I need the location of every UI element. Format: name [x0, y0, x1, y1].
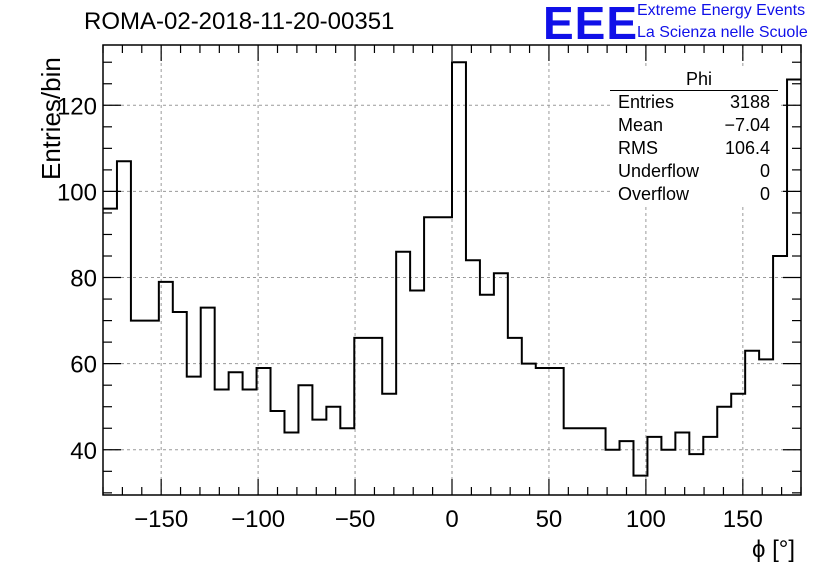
stats-value: −7.04 — [724, 115, 770, 135]
y-axis-title: Entries/bin — [36, 57, 66, 180]
histogram-outline — [103, 61, 801, 477]
x-tick-label: 100 — [626, 506, 666, 533]
chart-title: ROMA-02-2018-11-20-00351 — [84, 8, 395, 35]
stats-label: Entries — [618, 92, 675, 112]
stats-label: Mean — [618, 115, 664, 135]
logo-caption-line2: La Scienza nelle Scuole — [637, 24, 808, 41]
x-tick-label: 0 — [445, 506, 458, 533]
stats-value: 0 — [759, 161, 770, 181]
y-tick-label: 120 — [57, 93, 97, 120]
axis-layer: −150 −100 −50 0 50 100 150 40 60 80 100 120 — [57, 44, 802, 533]
stats-label: Underflow — [618, 161, 700, 181]
eee-logo: EEE — [543, 0, 639, 49]
stats-row-rms: RMS 106.4 — [610, 137, 778, 160]
x-tick-label: 50 — [536, 506, 563, 533]
x-tick-label: 150 — [723, 506, 763, 533]
stats-value: 0 — [759, 184, 770, 204]
stats-box: Phi Entries 3188 Mean −7.04 RMS 106.4 Un… — [610, 68, 778, 206]
x-tick-label: −150 — [134, 506, 188, 533]
stats-value: 3188 — [729, 92, 770, 112]
stats-row-mean: Mean −7.04 — [610, 114, 778, 137]
y-axis-title-wrap: Entries/bin — [2, 57, 66, 190]
stats-row-entries: Entries 3188 — [610, 91, 778, 114]
stats-label: Overflow — [618, 184, 690, 204]
x-axis-title: ϕ [°] — [752, 536, 796, 563]
stats-label: RMS — [618, 138, 658, 158]
x-tick-label: −50 — [335, 506, 376, 533]
stats-row-overflow: Overflow 0 — [610, 183, 778, 206]
stats-value: 106.4 — [724, 138, 770, 158]
y-tick-label: 40 — [70, 438, 97, 465]
y-tick-label: 100 — [57, 179, 97, 206]
y-tick-label: 60 — [70, 352, 97, 379]
x-tick-label: −100 — [231, 506, 285, 533]
stats-row-underflow: Underflow 0 — [610, 160, 778, 183]
histogram-layer — [103, 61, 801, 477]
stats-title: Phi — [610, 68, 778, 91]
logo-caption-line1: Extreme Energy Events — [637, 2, 806, 19]
y-tick-label: 80 — [70, 266, 97, 293]
